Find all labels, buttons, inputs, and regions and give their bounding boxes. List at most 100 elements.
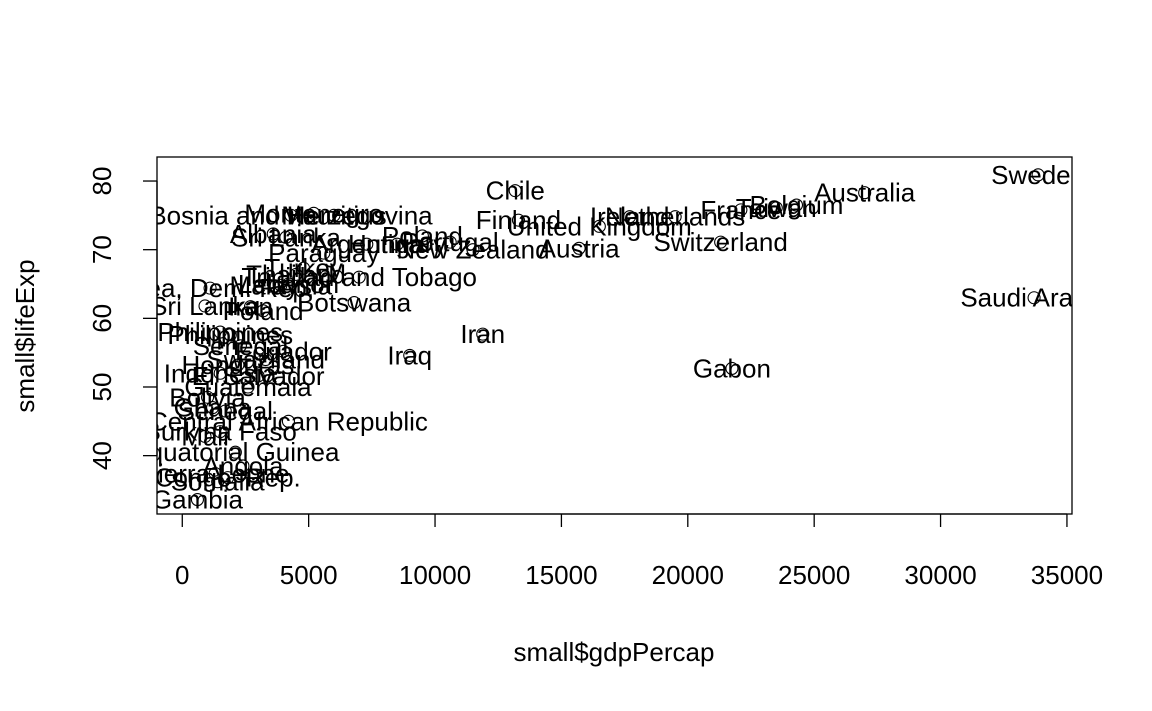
data-point xyxy=(668,210,682,224)
data-point xyxy=(572,241,586,255)
data-point-label: El Salvador xyxy=(192,361,325,391)
data-point-label: Ghana xyxy=(174,393,253,423)
data-point xyxy=(201,390,215,404)
data-point-label: Lebanon xyxy=(238,269,339,299)
x-axis: 0 5000 10000 15000 20000 25000 30000 35000 xyxy=(175,513,1103,590)
data-point xyxy=(276,344,290,358)
data-point-label: Albania xyxy=(230,219,317,249)
data-point xyxy=(592,219,606,233)
data-point-label: Finland xyxy=(476,205,561,235)
data-point xyxy=(403,348,417,362)
data-point xyxy=(390,237,404,251)
data-point-label: United Kingdom xyxy=(507,211,692,241)
x-tick-label: 5000 xyxy=(280,560,338,590)
data-point-label: Mali xyxy=(181,421,229,451)
data-point-label: Indonesia xyxy=(164,358,277,388)
y-tick-label: 70 xyxy=(87,235,117,264)
data-point-label: Gabon xyxy=(693,353,771,383)
data-point xyxy=(1031,168,1045,182)
data-point xyxy=(476,327,490,341)
x-tick-label: 15000 xyxy=(525,560,597,590)
data-point-label: Saudi Arabia xyxy=(960,283,1108,313)
data-point xyxy=(443,235,457,249)
data-point xyxy=(218,404,232,418)
x-tick-label: 10000 xyxy=(399,560,471,590)
data-point-label: Honduras xyxy=(182,350,295,380)
data-point-label: Austria xyxy=(539,233,620,263)
data-point xyxy=(281,277,295,291)
data-point xyxy=(236,459,250,473)
data-point xyxy=(213,325,227,339)
data-point xyxy=(297,261,311,275)
data-point xyxy=(256,304,270,318)
data-point xyxy=(347,295,361,310)
data-point xyxy=(858,186,872,200)
data-point xyxy=(508,184,522,198)
data-point xyxy=(281,414,295,428)
data-point-label: Netherlands xyxy=(605,202,745,232)
data-point-label: New Zealand xyxy=(396,235,549,265)
data-point xyxy=(307,206,321,220)
data-point-label: Australia xyxy=(814,178,916,208)
data-point xyxy=(734,203,748,217)
y-tick-label: 50 xyxy=(87,373,117,402)
data-point-label: Senegal xyxy=(178,396,273,426)
data-point xyxy=(198,299,212,313)
data-point-label: Burkina Faso xyxy=(144,417,297,447)
data-point-label: Ireland xyxy=(590,202,670,232)
data-point-label: Mauritius xyxy=(281,200,386,230)
data-points: Sweden AustraliaBelgiumTaiwanFranceNether… xyxy=(106,160,1108,515)
data-point-label: Taiwan xyxy=(736,193,817,223)
data-point xyxy=(233,339,247,353)
data-point xyxy=(190,493,204,507)
data-point xyxy=(241,380,255,394)
data-point-label: Congo, Rep. xyxy=(155,463,301,493)
data-point xyxy=(623,210,637,224)
x-tick-label: 30000 xyxy=(904,560,976,590)
data-point xyxy=(213,366,227,380)
data-point-label: Equatorial Guinea xyxy=(131,437,340,467)
y-tick-label: 60 xyxy=(87,304,117,333)
data-point-label: Senegal xyxy=(193,331,288,361)
data-point-label: Somalia xyxy=(171,467,265,497)
data-point xyxy=(213,425,227,439)
data-point-label: Switzerland xyxy=(653,227,787,257)
data-point-label: Gambia xyxy=(152,485,244,515)
data-point xyxy=(714,235,728,249)
data-point xyxy=(279,230,293,244)
data-point xyxy=(228,445,242,459)
data-point xyxy=(206,401,220,415)
data-point-label: Bolivia xyxy=(169,382,246,412)
x-tick-label: 20000 xyxy=(652,560,724,590)
y-axis-label: small$lifeExp xyxy=(10,259,40,412)
data-point-label: Ecuador xyxy=(235,336,332,366)
data-point-label: Korea, Dem. Rep. xyxy=(106,273,314,303)
data-point xyxy=(198,429,212,443)
data-point-label: Guatemala xyxy=(184,372,312,402)
data-point xyxy=(789,198,804,212)
data-point xyxy=(211,475,225,489)
data-point xyxy=(203,281,217,295)
data-point xyxy=(243,300,258,314)
data-point xyxy=(231,358,245,372)
data-point xyxy=(327,208,341,222)
data-point-label: Paraguay xyxy=(268,238,379,268)
x-tick-label: 0 xyxy=(175,560,189,590)
data-point-label: Swaziland xyxy=(206,345,325,375)
data-point-label: Trinidad and Tobago xyxy=(241,262,477,292)
data-point-label: Thailand xyxy=(246,259,346,289)
data-point xyxy=(266,227,280,241)
data-point-label: Malaysia xyxy=(230,270,333,300)
data-point-label: Poland xyxy=(223,296,304,326)
data-point-label: Belgium xyxy=(750,190,844,220)
data-point-label: Montenegro xyxy=(244,198,383,228)
data-point xyxy=(259,352,273,367)
data-point xyxy=(274,278,288,292)
x-tick-label: 25000 xyxy=(778,560,850,590)
data-point xyxy=(769,201,783,215)
data-point-label: Turkey xyxy=(264,253,343,283)
data-point-label: Philippines xyxy=(167,320,293,350)
data-point xyxy=(317,246,331,260)
data-point-label: France xyxy=(700,195,781,225)
